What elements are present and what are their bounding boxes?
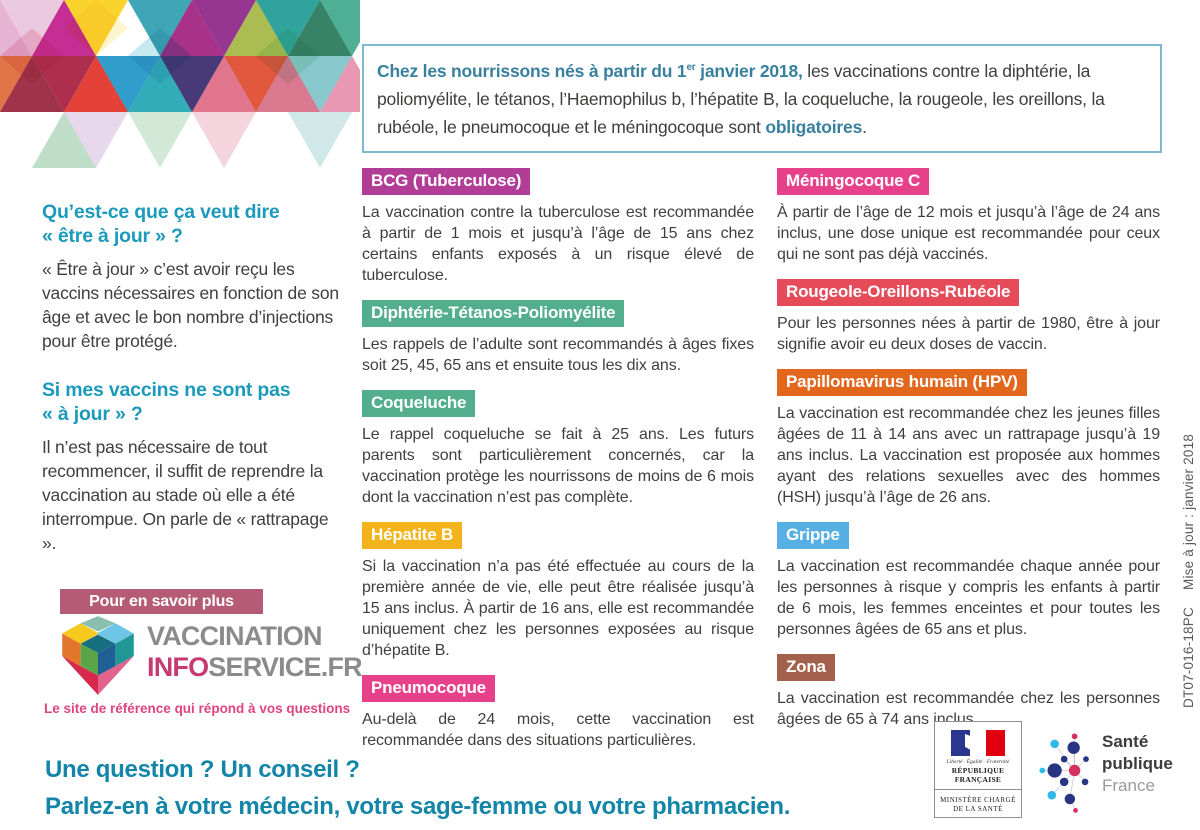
- ministry-republic: RÉPUBLIQUE FRANÇAISE: [951, 766, 1005, 784]
- question2-body: Il n’est pas nécessaire de tout recommen…: [42, 437, 329, 553]
- footer-question: Une question ? Un conseil ? Parlez-en à …: [45, 756, 791, 820]
- section-body: La vaccination est recommandée chez les …: [777, 690, 1160, 728]
- vaccine-column-middle: BCG (Tuberculose) La vaccination contre l…: [362, 168, 754, 765]
- section-title-chip: Papillomavirus humain (HPV): [777, 369, 1027, 396]
- intro-bold-obligatoires: obligatoires: [765, 116, 863, 137]
- question1-body: « Être à jour » c’est avoir reçu les vac…: [42, 259, 339, 351]
- decorative-mosaic: [0, 0, 360, 168]
- section-title-chip: Diphtérie-Tétanos-Poliomyélite: [362, 300, 625, 327]
- intro-box: Chez les nourrissons nés à partir du 1er…: [362, 44, 1162, 153]
- section-body: La vaccination est recommandée chaque an…: [777, 558, 1160, 638]
- section-title-chip: Méningocoque C: [777, 168, 930, 195]
- section-body: La vaccination contre la tuberculose est…: [362, 204, 754, 284]
- vaccine-section: Rougeole-Oreillons-Rubéole Pour les perso…: [777, 279, 1160, 355]
- vaccine-section: Pneumocoque Au-delà de 24 mois, cette vac…: [362, 675, 754, 751]
- question2-title: Si mes vaccins ne sont pas « à jour » ?: [42, 379, 291, 425]
- sante-publique-france-logo: Santé publique France: [1102, 732, 1173, 795]
- intro-period: .: [862, 116, 867, 137]
- intro-body: les vaccinations contre la diphtérie, la…: [377, 60, 1105, 137]
- vaccination-info-service-logo[interactable]: VACCINATION INFOSERVICE.FR: [147, 621, 363, 683]
- sante-publique-france-network-icon: [1039, 733, 1089, 813]
- section-title-chip: Pneumocoque: [362, 675, 495, 702]
- vaccine-section: Grippe La vaccination est recommandée cha…: [777, 522, 1160, 640]
- ministry-logo: Liberté · Égalité · Fraternité RÉPUBLIQU…: [934, 721, 1022, 818]
- side-note-reference: DT07-016-18PC: [1181, 607, 1196, 708]
- vaccine-section: Méningocoque C À partir de l’âge de 12 mo…: [777, 168, 1160, 265]
- section-title-chip: Grippe: [777, 522, 849, 549]
- section-title-chip: Hépatite B: [362, 522, 463, 549]
- section-title-chip: Zona: [777, 654, 835, 681]
- logo-tagline: Le site de référence qui répond à vos qu…: [44, 701, 351, 716]
- vaccine-section: Diphtérie-Tétanos-Poliomyélite Les rappel…: [362, 300, 754, 376]
- vaccine-section: BCG (Tuberculose) La vaccination contre l…: [362, 168, 754, 286]
- logo-word-vaccination: VACCINATION: [147, 621, 323, 651]
- section-body: Les rappels de l’adulte sont recommandés…: [362, 336, 754, 374]
- section-body: La vaccination est recommandée chez les …: [777, 405, 1160, 506]
- vaccination-info-service-heart-icon: [62, 616, 134, 695]
- side-note-updated: Mise à jour : janvier 2018: [1181, 433, 1196, 590]
- section-body: Au-delà de 24 mois, cette vaccination es…: [362, 711, 754, 749]
- ministry-motto: Liberté · Égalité · Fraternité: [946, 759, 1010, 765]
- section-title-chip: BCG (Tuberculose): [362, 168, 531, 195]
- section-body: Pour les personnes nées à partir de 1980…: [777, 315, 1160, 353]
- section-title-chip: Coqueluche: [362, 390, 476, 417]
- superscript-er: er: [686, 62, 696, 73]
- vaccine-column-right: Méningocoque C À partir de l’âge de 12 mo…: [777, 168, 1160, 744]
- vaccine-section: Coqueluche Le rappel coqueluche se fait à…: [362, 390, 754, 508]
- section-body: À partir de l’âge de 12 mois et jusqu’à …: [777, 204, 1160, 263]
- ministry-name: MINISTÈRE CHARGÉ DE LA SANTÉ: [940, 796, 1016, 813]
- vaccine-section: Zona La vaccination est recommandée chez …: [777, 654, 1160, 730]
- question1-title: Qu’est-ce que ça veut dire « être à jour…: [42, 201, 280, 247]
- section-title-chip: Rougeole-Oreillons-Rubéole: [777, 279, 1020, 306]
- logo-word-info: INFO: [147, 652, 209, 682]
- logo-word-service: SERVICE.FR: [208, 652, 362, 682]
- vaccine-section: Hépatite B Si la vaccination n’a pas été …: [362, 522, 754, 661]
- intro-highlight: Chez les nourrissons nés à partir du 1er…: [377, 60, 803, 81]
- more-info-banner: Pour en savoir plus: [60, 589, 263, 614]
- french-flag-icon: [951, 730, 1005, 756]
- vaccine-section: Papillomavirus humain (HPV) La vaccinatio…: [777, 369, 1160, 508]
- section-body: Si la vaccination n’a pas été effectuée …: [362, 558, 754, 659]
- left-column: Qu’est-ce que ça veut dire « être à jour…: [42, 200, 342, 580]
- section-body: Le rappel coqueluche se fait à 25 ans. L…: [362, 426, 754, 506]
